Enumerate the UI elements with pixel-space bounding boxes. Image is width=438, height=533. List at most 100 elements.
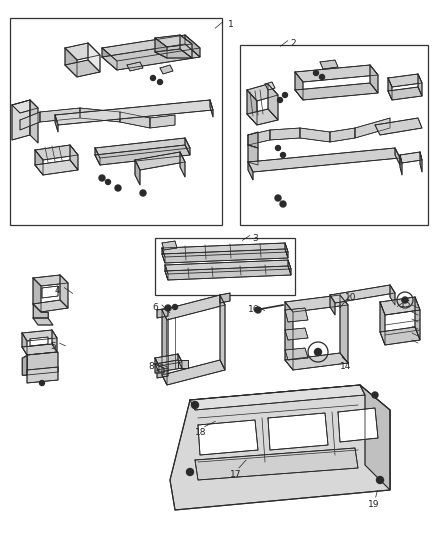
Polygon shape <box>195 448 358 480</box>
Circle shape <box>115 185 121 191</box>
Polygon shape <box>295 83 378 100</box>
Polygon shape <box>185 35 200 57</box>
Polygon shape <box>22 330 57 341</box>
Text: 19: 19 <box>368 500 379 509</box>
Polygon shape <box>162 360 225 385</box>
Polygon shape <box>420 152 422 172</box>
Polygon shape <box>388 87 422 100</box>
Polygon shape <box>268 413 328 450</box>
Polygon shape <box>190 385 365 410</box>
Circle shape <box>165 305 171 311</box>
Circle shape <box>402 297 408 303</box>
Polygon shape <box>360 385 390 490</box>
Polygon shape <box>155 358 159 372</box>
Text: 8: 8 <box>148 362 154 371</box>
Polygon shape <box>65 48 77 77</box>
Polygon shape <box>370 65 378 93</box>
Polygon shape <box>330 295 335 315</box>
Circle shape <box>191 401 198 408</box>
Polygon shape <box>165 265 168 280</box>
Polygon shape <box>285 243 288 258</box>
Circle shape <box>280 152 286 157</box>
Polygon shape <box>288 260 291 275</box>
Circle shape <box>372 392 378 398</box>
Polygon shape <box>178 354 182 368</box>
Polygon shape <box>355 118 390 138</box>
Polygon shape <box>160 65 173 74</box>
Polygon shape <box>157 308 168 318</box>
Polygon shape <box>35 150 43 175</box>
Polygon shape <box>60 275 68 308</box>
Polygon shape <box>380 327 420 345</box>
Polygon shape <box>65 43 100 60</box>
Polygon shape <box>12 100 30 140</box>
Polygon shape <box>70 145 78 170</box>
Polygon shape <box>388 78 392 100</box>
Polygon shape <box>270 128 300 140</box>
Text: 5: 5 <box>50 342 56 351</box>
Circle shape <box>151 76 155 80</box>
Polygon shape <box>388 74 422 87</box>
Polygon shape <box>35 145 78 160</box>
Polygon shape <box>220 295 225 370</box>
Polygon shape <box>40 108 80 122</box>
Polygon shape <box>157 368 168 378</box>
Polygon shape <box>247 90 257 125</box>
Polygon shape <box>135 160 140 185</box>
Polygon shape <box>155 35 192 47</box>
Polygon shape <box>102 44 200 70</box>
Polygon shape <box>33 300 68 312</box>
Polygon shape <box>95 138 190 158</box>
Text: 6: 6 <box>152 303 158 312</box>
Polygon shape <box>150 115 175 128</box>
Polygon shape <box>33 278 41 312</box>
Polygon shape <box>33 275 68 286</box>
Polygon shape <box>185 138 190 155</box>
Circle shape <box>106 180 110 184</box>
Polygon shape <box>135 152 185 170</box>
Text: 2: 2 <box>290 39 296 48</box>
Text: 1: 1 <box>228 20 234 29</box>
Polygon shape <box>340 295 348 363</box>
Polygon shape <box>210 100 213 117</box>
Text: 3: 3 <box>252 234 258 243</box>
Polygon shape <box>220 293 230 303</box>
Polygon shape <box>285 353 348 370</box>
Polygon shape <box>248 132 258 148</box>
Circle shape <box>39 381 45 385</box>
Polygon shape <box>285 308 308 322</box>
Polygon shape <box>180 152 185 177</box>
Polygon shape <box>170 385 390 510</box>
Polygon shape <box>162 248 165 263</box>
Polygon shape <box>265 82 275 90</box>
Polygon shape <box>102 48 117 70</box>
Polygon shape <box>285 302 293 370</box>
Text: 15: 15 <box>400 300 411 309</box>
Polygon shape <box>162 310 167 385</box>
Polygon shape <box>330 128 355 142</box>
Circle shape <box>173 304 177 310</box>
Polygon shape <box>65 60 100 77</box>
Polygon shape <box>95 145 190 165</box>
Polygon shape <box>418 74 422 96</box>
Polygon shape <box>42 286 58 298</box>
Text: 18: 18 <box>195 428 206 437</box>
Circle shape <box>140 190 146 196</box>
Polygon shape <box>162 249 288 263</box>
Polygon shape <box>295 65 378 82</box>
Circle shape <box>255 307 261 313</box>
Circle shape <box>276 146 280 150</box>
Circle shape <box>99 175 105 181</box>
Polygon shape <box>285 348 308 360</box>
Polygon shape <box>155 49 192 58</box>
Circle shape <box>314 349 321 356</box>
Circle shape <box>275 195 281 201</box>
Polygon shape <box>30 337 48 346</box>
Polygon shape <box>165 260 291 274</box>
Circle shape <box>314 70 318 76</box>
Polygon shape <box>380 297 420 315</box>
Circle shape <box>280 201 286 207</box>
Bar <box>10 18 222 225</box>
Bar <box>155 238 295 295</box>
Polygon shape <box>248 130 270 145</box>
